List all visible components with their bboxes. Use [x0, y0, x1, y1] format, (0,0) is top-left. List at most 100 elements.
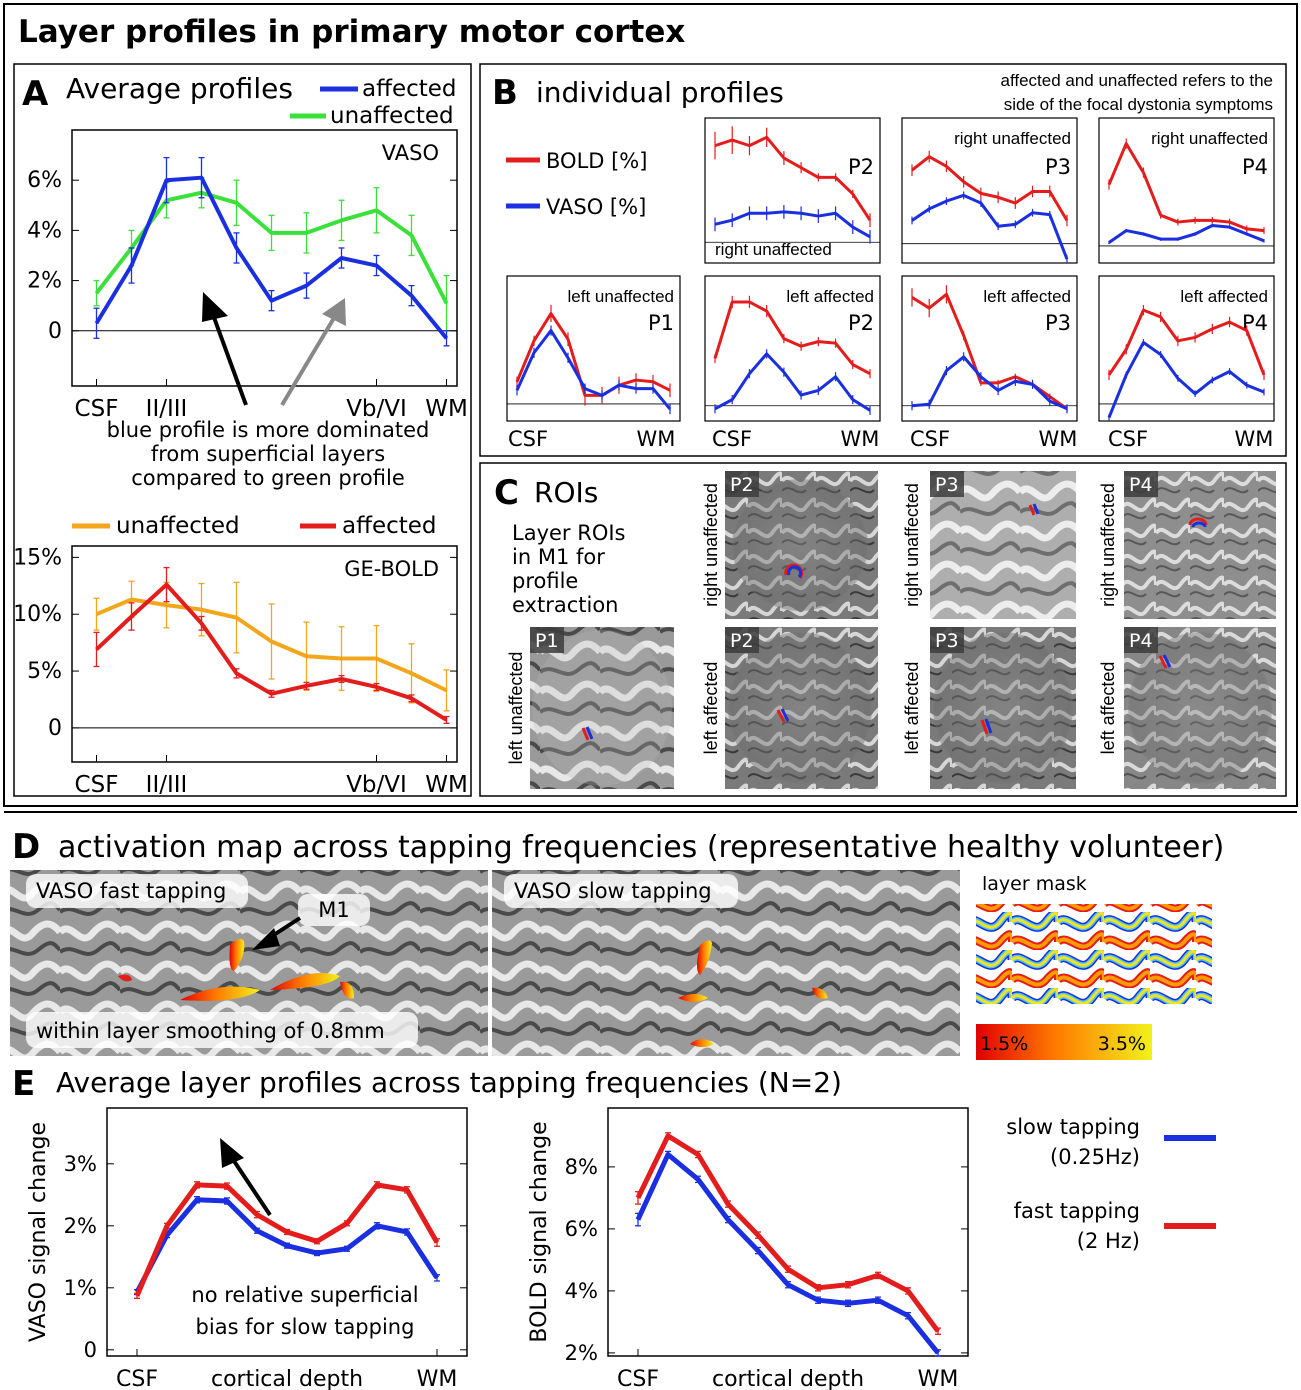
- legend-bold-label: BOLD [%]: [546, 149, 647, 173]
- chart-title: GE-BOLD: [344, 557, 439, 581]
- chart-title: VASO: [382, 141, 439, 165]
- series-line: [713, 300, 871, 376]
- arrow-blue-head: [202, 292, 228, 322]
- series-line: [1107, 341, 1265, 419]
- series-vaso: [1107, 339, 1265, 421]
- data-point: [406, 1189, 408, 1191]
- legend-unaffected-label: unaffected: [330, 103, 454, 129]
- data-point: [445, 719, 448, 721]
- data-point: [406, 1231, 408, 1233]
- roi-image-shade: [732, 479, 868, 611]
- annotation-line-3: compared to green profile: [131, 466, 405, 490]
- b-xtick-csf-4: CSF: [1108, 427, 1148, 451]
- plot-area: [506, 275, 681, 422]
- data-point: [305, 232, 308, 234]
- y-axis-label: BOLD signal change: [527, 1121, 552, 1342]
- roi-marker-inner: [1032, 503, 1040, 515]
- legend-slow-line-1: slow tapping: [1006, 1115, 1140, 1139]
- data-point: [95, 322, 98, 325]
- b-xtick-wm-4: WM: [1235, 427, 1274, 451]
- data-point: [375, 209, 378, 212]
- data-point: [376, 1225, 378, 1227]
- data-point: [445, 302, 448, 304]
- data-point: [877, 1299, 879, 1301]
- individual-profile-p1-left: P1 left unaffected: [506, 275, 681, 422]
- individual-profile-p2-left: P2 left affected: [704, 275, 881, 422]
- arrow-green-shaft: [280, 316, 336, 407]
- data-point: [340, 219, 343, 222]
- series-vaso: [714, 205, 871, 244]
- data-point: [256, 1213, 258, 1216]
- data-point: [346, 1222, 348, 1225]
- series-red: [134, 1181, 440, 1299]
- series-line: [515, 312, 671, 397]
- roi-marker: [1188, 517, 1208, 526]
- series-line: [1108, 223, 1265, 244]
- roi-marker-inner: [585, 726, 594, 740]
- series-bold: [1107, 138, 1265, 234]
- y-tick-label: 6%: [565, 1217, 598, 1241]
- series-line: [134, 1182, 440, 1297]
- b-xtick-csf-1: CSF: [508, 427, 548, 451]
- data-point: [637, 1218, 639, 1221]
- data-point: [235, 247, 238, 249]
- roi-image-shade: [532, 630, 672, 786]
- roi-marker: [1028, 504, 1036, 516]
- panel-b-frame: [479, 63, 1287, 457]
- panel-b-note-1: affected and unaffected refers to the: [1000, 71, 1273, 90]
- colorbar: [976, 1024, 1152, 1060]
- data-point: [235, 201, 238, 204]
- data-point: [346, 1247, 348, 1250]
- x-tick-label: Vb/VI: [346, 772, 407, 798]
- data-point: [375, 657, 378, 660]
- panel-e-title: Average layer profiles across tapping fr…: [56, 1066, 842, 1099]
- y-tick-label: 2%: [565, 1341, 598, 1365]
- data-point: [165, 604, 168, 606]
- roi-label: P3: [935, 630, 959, 652]
- data-point: [877, 1274, 879, 1277]
- panel-b-letter: B: [492, 73, 518, 113]
- series-blue: [93, 156, 450, 347]
- plot-area: [901, 275, 1078, 422]
- profile-sublabel: right unaffected: [954, 129, 1071, 148]
- activation-blob-1: [697, 940, 712, 975]
- roi-p2-right: P2 right unaffected: [701, 471, 878, 619]
- roi-image-shade: [933, 632, 1073, 784]
- plot-area: [71, 129, 458, 387]
- panel-b-title: individual profiles: [536, 76, 784, 109]
- legend2-unaffected-label: unaffected: [116, 513, 240, 539]
- panel-c-desc-3: profile: [512, 569, 578, 593]
- series-red: [635, 1132, 941, 1335]
- x-tick-label: WM: [425, 772, 468, 798]
- series-blue: [635, 1150, 941, 1357]
- series-vaso: [714, 349, 871, 415]
- plot-area: [1098, 275, 1275, 422]
- roi-label: P4: [1129, 630, 1153, 652]
- x-tick-label: WM: [918, 1367, 959, 1390]
- roi-label: P3: [935, 474, 959, 496]
- data-point: [196, 1184, 198, 1186]
- data-point: [305, 685, 308, 687]
- data-point: [697, 1153, 699, 1156]
- x-tick-label: CSF: [116, 1367, 158, 1390]
- profile-sublabel: left unaffected: [568, 287, 675, 306]
- roi-side: right unaffected: [902, 483, 922, 607]
- panel-c-title: ROIs: [534, 476, 598, 509]
- vaso-average-chart: 0 2% 4% 6% CSF II/III Vb/VI WM VASO: [27, 129, 468, 422]
- y-tick-label: 15%: [13, 545, 62, 570]
- data-point: [130, 264, 133, 267]
- data-point: [200, 608, 203, 611]
- data-point: [270, 640, 273, 643]
- data-point: [817, 1299, 819, 1301]
- figure-title: Layer profiles in primary motor cortex: [18, 14, 685, 50]
- roi-p2-left: P2 left affected: [701, 627, 878, 789]
- activation-blob-1: [229, 938, 245, 971]
- data-point: [286, 1231, 288, 1233]
- profile-sublabel: left affected: [786, 287, 874, 306]
- series-vaso: [911, 352, 1068, 414]
- profile-label: P2: [848, 311, 874, 335]
- x-tick-label: CSF: [617, 1367, 659, 1390]
- e-arrow-head: [220, 1138, 244, 1168]
- series-line: [714, 352, 871, 412]
- panel-c-desc-4: extraction: [512, 593, 619, 617]
